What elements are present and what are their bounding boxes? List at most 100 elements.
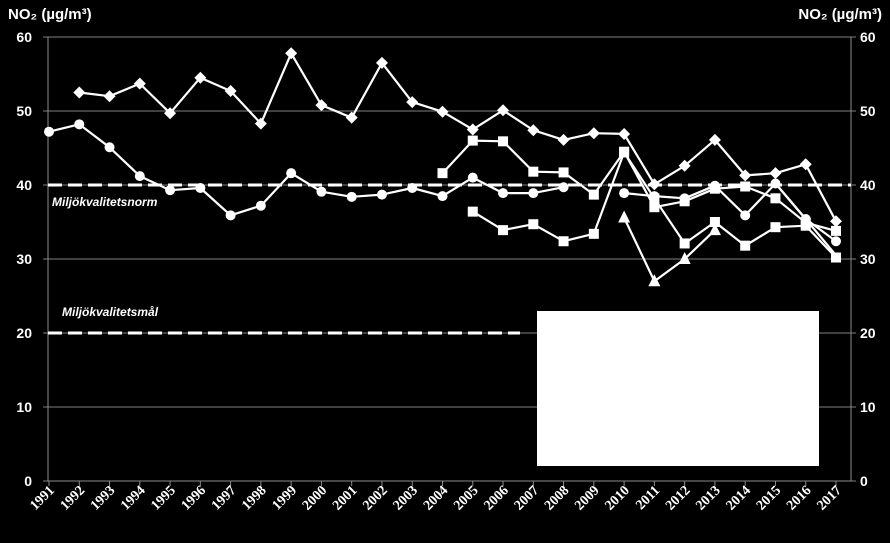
series-3-point-2005 (467, 206, 478, 217)
series-0-point-2008 (557, 133, 570, 146)
x-tick-1993: 1993 (88, 483, 118, 513)
series-2-point-2011 (649, 202, 660, 213)
series-0-point-2012 (678, 159, 691, 172)
y-tick-right-0: 0 (860, 473, 868, 489)
series-2-point-2014 (740, 181, 751, 192)
x-tick-2000: 2000 (300, 483, 330, 513)
series-lines (48, 52, 837, 283)
series-1-point-2014 (740, 210, 751, 221)
series-2-point-2017 (831, 225, 841, 236)
reference-label-norm: Miljökvalitetsnorm (52, 195, 158, 209)
y-tick-left-0: 0 (24, 473, 32, 489)
y-tick-right-30: 30 (860, 251, 876, 267)
series-1-point-1993 (104, 142, 115, 153)
x-tick-2009: 2009 (572, 483, 602, 513)
series-1-point-2004 (437, 191, 448, 202)
series-1-point-2007 (528, 188, 539, 199)
series-3-point-2010 (619, 147, 630, 158)
y-tick-right-60: 60 (860, 29, 876, 45)
x-tick-1997: 1997 (209, 483, 239, 513)
series-2-point-2015 (770, 193, 781, 204)
x-tick-1992: 1992 (58, 483, 88, 513)
series-1-point-2001 (346, 191, 357, 202)
series-4-point-2011 (648, 274, 661, 287)
series-4-line (623, 217, 716, 283)
series-0-point-2011 (648, 178, 661, 191)
series-0-point-2017 (830, 215, 842, 228)
series-3-point-2006 (498, 225, 509, 236)
series-4-point-2010 (618, 210, 631, 223)
series-3-point-2007 (528, 219, 539, 230)
x-tick-2004: 2004 (421, 483, 451, 513)
series-0-point-1997 (224, 85, 237, 98)
series-3-point-2011 (649, 193, 660, 204)
y-tick-right-20: 20 (860, 325, 876, 341)
x-tick-2012: 2012 (663, 483, 693, 513)
series-1-point-2003 (407, 182, 418, 193)
series-2-point-2012 (679, 196, 690, 207)
series-0-point-2005 (466, 123, 479, 136)
x-tick-2016: 2016 (784, 483, 814, 513)
series-2-point-2008 (558, 167, 569, 178)
x-tick-2014: 2014 (724, 483, 754, 513)
series-1-point-1992 (74, 119, 85, 130)
series-0-point-2006 (497, 104, 510, 117)
y-tick-left-60: 60 (16, 29, 32, 45)
legend-box (537, 311, 819, 466)
series-1-point-1999 (286, 168, 297, 179)
y-tick-left-20: 20 (16, 325, 32, 341)
series-1-point-1996 (195, 182, 206, 193)
series-0-point-2009 (587, 127, 600, 140)
series-2-point-2013 (709, 183, 720, 194)
x-tick-1994: 1994 (118, 483, 148, 513)
x-tick-2001: 2001 (330, 483, 360, 513)
series-0-point-2010 (618, 127, 631, 140)
series-0-point-2003 (406, 96, 419, 109)
x-tick-labels: 1991 1992 1993 1994 1995 1996 1997 1998 1999 2000… (27, 483, 844, 513)
series-1-point-2015 (770, 178, 781, 189)
series-1-point-1997 (225, 210, 236, 221)
x-tick-2006: 2006 (481, 483, 511, 513)
y-axis-left-label: NO₂ (µg/m³) (8, 6, 92, 23)
y-tick-labels: 0 0 10 10 20 20 30 30 40 40 50 50 60 60 (16, 29, 875, 489)
y-tick-right-10: 10 (860, 399, 876, 415)
series-2-point-2009 (588, 189, 599, 200)
y-tick-left-50: 50 (16, 103, 32, 119)
series-3-point-2008 (558, 236, 569, 247)
series-0-point-1999 (285, 47, 298, 60)
y-axis-right-label: NO₂ (µg/m³) (798, 6, 882, 23)
series-1-line (48, 123, 564, 217)
series-0-point-2014 (739, 169, 752, 182)
series-3-point-2013 (709, 217, 720, 227)
series-2-point-2004 (437, 168, 448, 179)
series-0-line (79, 52, 837, 222)
series-0-point-2007 (527, 124, 540, 137)
series-3-point-2015 (770, 222, 781, 233)
series-1-point-2017 (831, 236, 841, 247)
series-0-point-1996 (194, 71, 207, 84)
series-1-point-2008 (558, 182, 569, 193)
series-1-point-2005 (467, 172, 478, 183)
x-tick-2008: 2008 (542, 483, 572, 513)
x-tick-2005: 2005 (451, 483, 481, 513)
series-2-point-2006 (498, 136, 509, 147)
series-1-point-1991 (44, 126, 54, 137)
y-tick-right-50: 50 (860, 103, 876, 119)
series-3-point-2014 (740, 240, 751, 251)
series-0-point-2002 (375, 56, 388, 69)
series-0-point-2000 (315, 99, 328, 112)
series-0-point-1995 (164, 107, 177, 120)
series-1-point-2006 (498, 188, 509, 199)
x-tick-2017: 2017 (814, 483, 844, 513)
x-tick-2010: 2010 (603, 483, 633, 513)
series-0-point-2015 (769, 167, 782, 180)
series-1-point-2010 (619, 188, 630, 199)
x-tick-2003: 2003 (391, 483, 421, 513)
series-0-point-2016 (799, 158, 812, 171)
series-0-point-1992 (73, 86, 86, 99)
y-tick-left-40: 40 (16, 177, 32, 193)
series-1-point-2000 (316, 186, 327, 197)
y-tick-right-40: 40 (860, 177, 876, 193)
series-1-point-1998 (255, 200, 266, 211)
